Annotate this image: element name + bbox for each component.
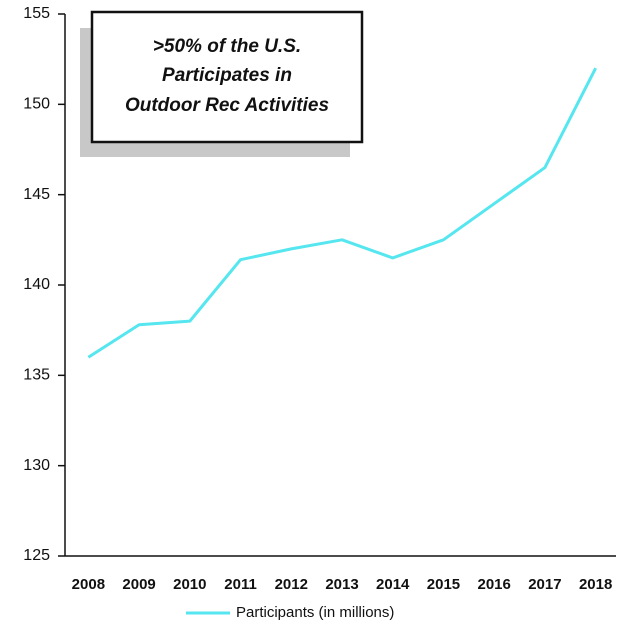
y-tick-label: 125 [23,547,50,564]
y-tick-label: 130 [23,457,50,474]
x-tick-label: 2010 [173,576,206,593]
y-tick-label: 135 [23,367,50,384]
annotation: Outdoor Rec Activities [125,95,329,116]
annotation-box [90,10,364,144]
y-tick-label: 150 [23,96,50,113]
x-tick-label: 2009 [122,576,155,593]
x-tick-label: 2016 [477,576,510,593]
x-tick-label: 2012 [275,576,308,593]
y-tick-label: 140 [23,276,50,293]
y-tick-label: 155 [23,5,50,22]
x-tick-label: 2011 [224,576,257,593]
x-tick-label: 2015 [427,576,460,593]
annotation: >50% of the U.S. [153,36,301,57]
x-tick-label: 2017 [528,576,561,593]
legend-label: Participants (in millions) [236,604,394,621]
line [87,67,597,359]
x-tick-label: 2014 [376,576,410,593]
x-tick-label: 2018 [579,576,612,593]
y-tick-label: 145 [23,186,50,203]
annotation: Participates in [162,65,292,86]
x-tick-label: 2013 [325,576,358,593]
x-tick-label: 2008 [72,576,105,593]
